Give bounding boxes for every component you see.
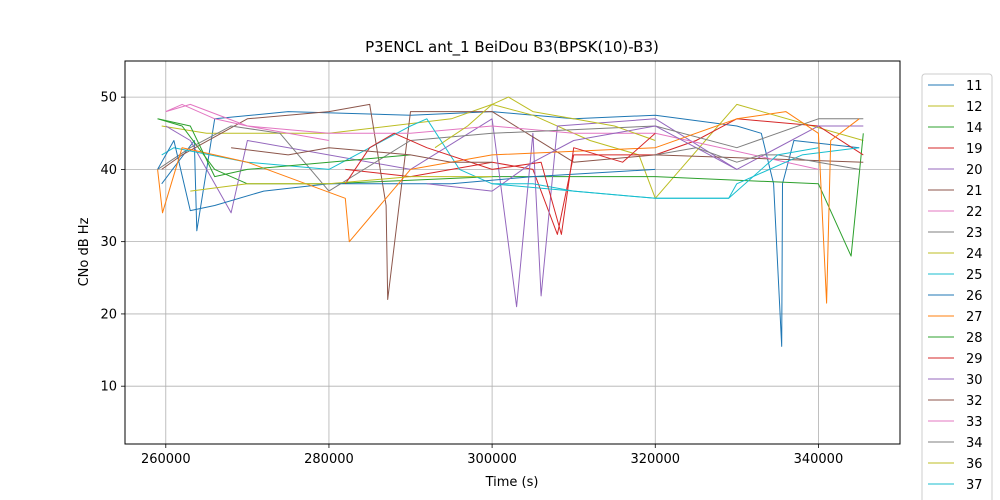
y-tick-label: 20: [100, 307, 117, 322]
legend: 11 12 14 19 20 21 22 23 24 25 26 27 28 29 30 32 33 34 36 37…: [921, 73, 993, 500]
series-line-21: [161, 103, 864, 300]
series-lines: [157, 96, 864, 347]
series-line-36: [190, 176, 493, 192]
y-axis: 10 20 30 40 50: [100, 91, 125, 395]
series-line-29: [344, 132, 656, 235]
legend-label: 14: [966, 121, 983, 136]
legend-label: 32: [966, 394, 983, 409]
legend-label: 26: [966, 289, 983, 304]
series-line-20: [165, 118, 864, 308]
legend-label: 25: [966, 268, 983, 283]
x-tick-label: 300000: [467, 452, 517, 467]
series-line-33: [165, 103, 329, 141]
legend-label: 19: [966, 142, 983, 157]
grid: [125, 61, 900, 444]
legend-label: 29: [966, 352, 983, 367]
series-line-14: [157, 118, 864, 257]
y-tick-label: 40: [100, 163, 117, 178]
legend-label: 34: [966, 436, 983, 451]
legend-label: 12: [966, 100, 983, 115]
legend-label: 11: [966, 79, 983, 94]
legend-label: 36: [966, 457, 983, 472]
legend-label: 21: [966, 184, 983, 199]
x-tick-label: 260000: [141, 452, 191, 467]
x-tick-label: 320000: [630, 452, 680, 467]
legend-label: 24: [966, 247, 983, 262]
series-line-30: [426, 125, 738, 192]
series-line-26: [157, 140, 656, 212]
legend-label: 20: [966, 163, 983, 178]
series-line-32: [231, 147, 493, 163]
y-axis-label: CNo dB Hz: [77, 217, 92, 286]
x-tick-label: 340000: [794, 452, 844, 467]
legend-box: [921, 73, 993, 500]
series-line-19: [345, 118, 864, 235]
chart-title: P3ENCL ant_1 BeiDou B3(BPSK(10)-B3): [365, 38, 659, 57]
series-line-11: [161, 111, 860, 347]
legend-label: 22: [966, 205, 983, 220]
legend-label: 23: [966, 226, 983, 241]
series-line-34: [655, 147, 860, 170]
series-line-37: [492, 147, 819, 199]
legend-label: 37: [966, 478, 983, 493]
legend-label: 33: [966, 415, 983, 430]
legend-label: 30: [966, 373, 983, 388]
x-axis-label: Time (s): [485, 475, 539, 490]
y-tick-label: 30: [100, 235, 117, 250]
series-line-28: [157, 118, 411, 178]
y-tick-label: 10: [100, 380, 117, 395]
legend-label: 28: [966, 331, 983, 346]
plot-frame: [124, 60, 901, 445]
legend-label: 27: [966, 310, 983, 325]
x-axis: 260000 280000 300000 320000 340000: [141, 444, 843, 467]
x-tick-label: 280000: [304, 452, 354, 467]
y-tick-label: 50: [100, 91, 117, 106]
series-line-24: [434, 96, 656, 149]
